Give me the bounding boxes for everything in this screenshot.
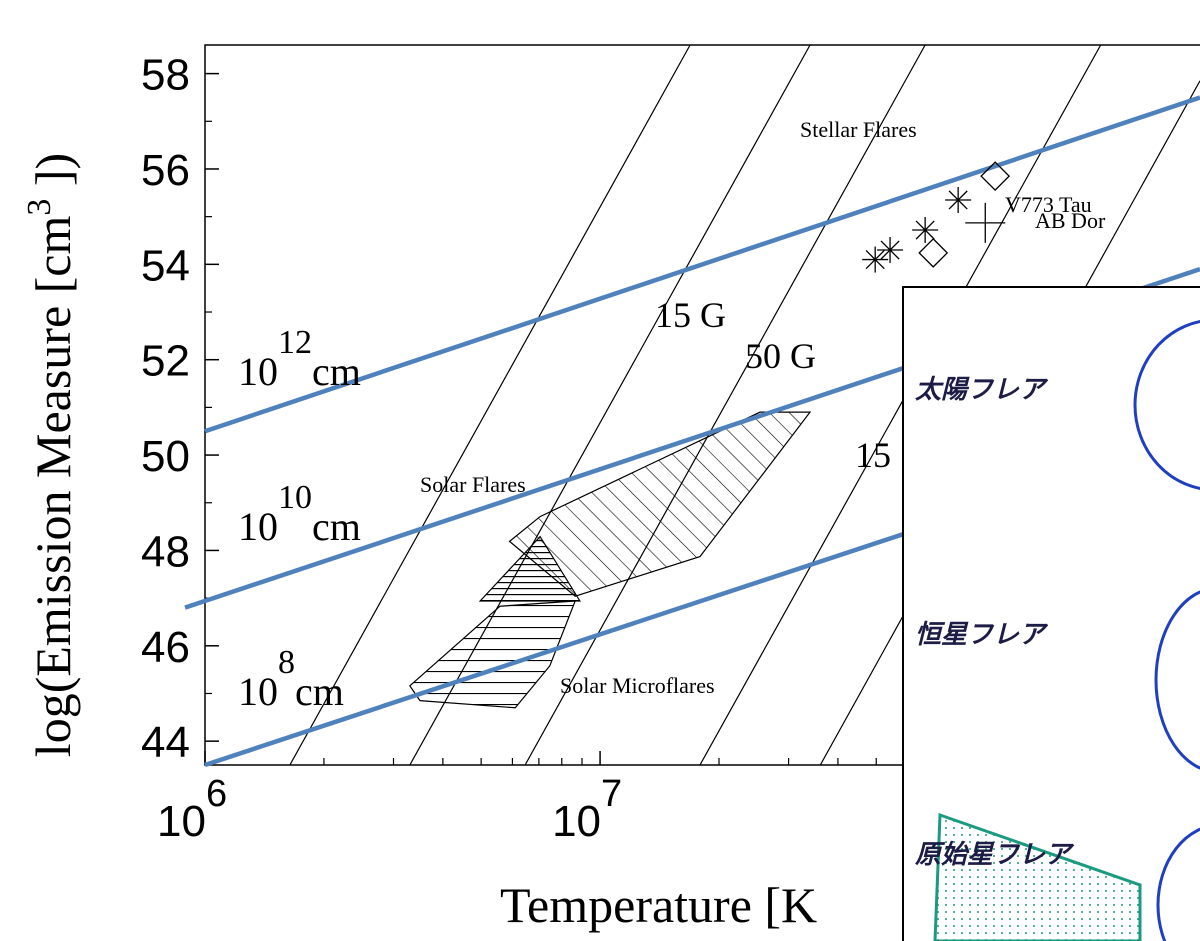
diamond-shape — [980, 161, 1011, 192]
y-tick-label: 50 — [141, 432, 190, 481]
asterisk-stroke — [880, 240, 900, 260]
label-exponent: 10 — [278, 479, 312, 516]
annotation: 15 G — [655, 295, 726, 335]
y-tick-label: 58 — [141, 51, 190, 100]
plot-frame — [204, 44, 1200, 766]
label-unit: cm — [312, 504, 361, 549]
overlay: 44464850525456581061071012cm1010cm108cmS… — [141, 51, 1200, 846]
annotation: 15 — [855, 435, 891, 475]
asterisk-stroke — [915, 220, 935, 240]
inset-label: 恒星フレア — [915, 620, 1049, 650]
x-tick-exponent: 7 — [601, 773, 622, 815]
x-tick-label: 107 — [552, 773, 622, 846]
inset-panel: 太陽フレア 恒星フレア 原始星フレア — [902, 286, 1200, 941]
diamond-shape — [918, 237, 949, 268]
annotation: V773 Tau — [1005, 192, 1092, 217]
label-base: 10 — [238, 504, 278, 549]
x-tick-label: 106 — [157, 773, 227, 846]
annotation: Solar Microflares — [560, 673, 715, 698]
field-line — [289, 45, 691, 765]
inset-label: 原始星フレア — [915, 840, 1075, 870]
star-marker — [965, 202, 1006, 243]
disk-sketch — [933, 812, 1142, 941]
loop-length-label: 1010cm — [238, 479, 361, 549]
x-tick-base: 10 — [552, 797, 601, 846]
y-tick-label: 54 — [141, 241, 190, 290]
star-marker — [980, 161, 1011, 192]
label-unit: cm — [295, 669, 344, 714]
label-unit: cm — [312, 349, 361, 394]
field-line — [409, 45, 811, 765]
loop-length-label: 1012cm — [238, 324, 361, 394]
annotation: 50 G — [745, 336, 816, 376]
star-marker — [862, 246, 889, 273]
regions — [409, 411, 812, 709]
label-exponent: 8 — [278, 644, 295, 681]
loop-length-line — [204, 95, 1200, 434]
asterisk-stroke — [865, 250, 885, 270]
field-line — [699, 45, 1102, 765]
x-tick-exponent: 6 — [206, 773, 227, 815]
x-axis-label: Temperature [K — [500, 877, 817, 933]
loop-sketch — [1156, 827, 1200, 941]
flare-region — [409, 600, 577, 709]
star-marker — [912, 217, 939, 244]
label-exponent: 12 — [278, 324, 312, 361]
star-marker — [918, 237, 949, 268]
star-marker — [945, 186, 972, 213]
annotation: AB Dor — [1035, 208, 1106, 233]
asterisk-stroke — [948, 190, 968, 210]
loop-length-label: 108cm — [238, 644, 344, 714]
field-line — [524, 45, 926, 765]
y-tick-label: 48 — [141, 527, 190, 576]
y-tick-label: 56 — [141, 146, 190, 195]
x-tick-base: 10 — [157, 797, 206, 846]
label-base: 10 — [238, 349, 278, 394]
y-tick-label: 44 — [141, 718, 190, 767]
star-marker — [877, 237, 904, 264]
loop-sketch — [1133, 319, 1200, 491]
y-tick-label: 52 — [141, 337, 190, 386]
annotation: Stellar Flares — [800, 117, 917, 142]
flare-region — [478, 535, 581, 602]
loop-sketch — [1154, 590, 1200, 770]
y-tick-label: 46 — [141, 623, 190, 672]
inset-label: 太陽フレア — [915, 375, 1049, 405]
annotation: Solar Flares — [420, 472, 526, 497]
label-base: 10 — [238, 669, 278, 714]
y-axis-label: log(Emission Measure [cm3 ]) — [21, 153, 81, 757]
